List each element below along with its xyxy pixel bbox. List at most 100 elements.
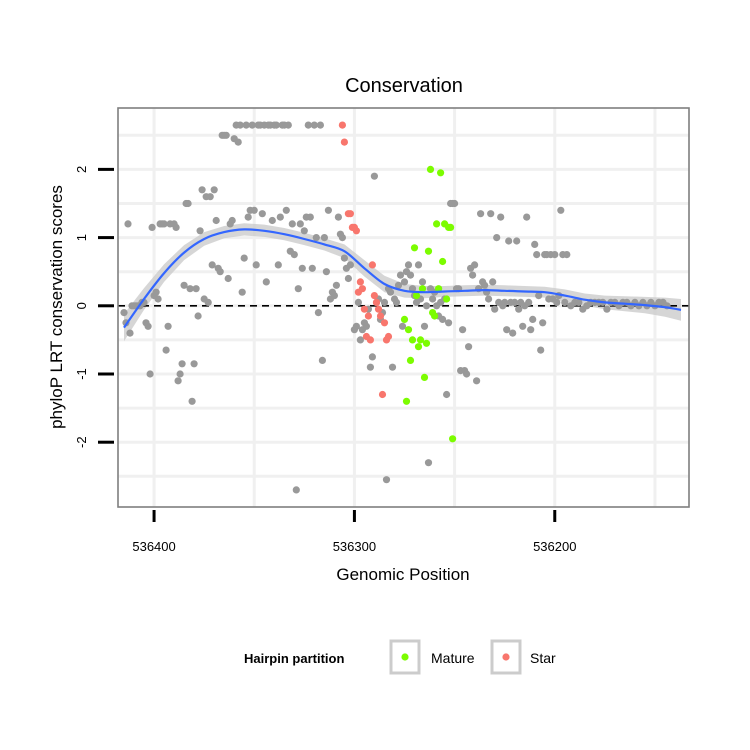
other-point (174, 377, 182, 385)
other-point (296, 220, 304, 228)
mature-point (416, 336, 425, 344)
legend-label-star: Star (530, 650, 556, 666)
other-point (481, 281, 489, 289)
other-point (531, 240, 539, 248)
other-point (276, 213, 284, 221)
other-point (603, 305, 611, 313)
other-point (324, 206, 332, 214)
other-point (386, 288, 395, 296)
other-point (312, 234, 320, 242)
star-point (368, 261, 376, 269)
other-point (274, 261, 282, 269)
other-point (316, 121, 324, 129)
star-point (360, 305, 368, 313)
mature-point (449, 435, 457, 443)
other-point (366, 363, 374, 371)
other-point (463, 370, 471, 378)
other-point (180, 281, 188, 289)
other-point (497, 213, 505, 221)
other-point (322, 268, 330, 276)
other-point (340, 254, 348, 262)
other-point (513, 237, 521, 245)
legend-label-mature: Mature (431, 650, 475, 666)
star-point (346, 210, 354, 218)
mature-point (443, 295, 451, 303)
gridlines (118, 108, 689, 507)
other-point (414, 261, 423, 269)
mature-point (410, 244, 419, 252)
other-point (216, 268, 224, 276)
other-point (491, 305, 499, 313)
other-point (162, 346, 170, 354)
other-point (477, 210, 485, 218)
other-point (196, 227, 204, 235)
other-point (489, 278, 497, 286)
other-point (262, 278, 270, 286)
legend-title: Hairpin partition (244, 651, 344, 666)
plot-panel (118, 108, 689, 507)
mature-point (447, 223, 455, 231)
other-point (368, 353, 376, 361)
star-point (356, 278, 364, 286)
y-tick-label: -2 (74, 436, 89, 448)
x-tick-label: 536400 (132, 539, 175, 554)
mature-point (426, 165, 435, 173)
other-point (487, 210, 495, 218)
other-point (176, 370, 184, 378)
star-point (338, 121, 346, 129)
other-point (362, 322, 370, 330)
other-point (537, 346, 545, 354)
other-point (396, 271, 405, 279)
other-point (284, 121, 292, 129)
other-point (236, 121, 244, 129)
other-point (242, 121, 250, 129)
other-point (422, 302, 431, 310)
star-point (384, 332, 393, 341)
star-point (376, 312, 385, 320)
other-point (290, 251, 298, 259)
other-point (208, 261, 216, 269)
other-point (198, 186, 206, 194)
mature-point (418, 285, 427, 293)
other-point (224, 274, 232, 283)
other-point (320, 234, 328, 242)
other-point (551, 251, 559, 259)
other-point (398, 322, 407, 330)
other-point (186, 285, 194, 293)
other-point (394, 281, 403, 289)
other-point (244, 213, 252, 221)
other-point (238, 288, 246, 296)
other-point (240, 254, 248, 262)
other-point (388, 363, 397, 371)
other-point (332, 281, 340, 289)
other-point (459, 326, 467, 334)
other-point (250, 206, 258, 214)
mature-point (406, 356, 415, 364)
y-tick-label: 1 (74, 234, 89, 241)
other-point (206, 193, 214, 201)
other-point (210, 186, 218, 194)
other-point (252, 261, 260, 269)
legend: Hairpin partition Mature Star (244, 639, 556, 675)
y-tick-label: 0 (74, 302, 89, 309)
mature-point (439, 257, 447, 266)
mature-point (408, 336, 417, 344)
other-point (334, 213, 342, 221)
other-point (248, 121, 256, 129)
other-point (563, 251, 571, 259)
y-axis-ticks: -2 -1 0 1 2 (74, 166, 114, 448)
data-points (120, 121, 671, 494)
star-point (378, 390, 387, 399)
x-tick-label: 536200 (533, 539, 576, 554)
other-point (308, 264, 316, 272)
legend-marker-star (502, 653, 510, 661)
other-point (294, 285, 302, 293)
other-point (473, 377, 481, 385)
star-point (372, 298, 381, 306)
other-point (330, 292, 338, 300)
other-point (420, 322, 429, 330)
other-point (561, 298, 569, 306)
other-point (234, 138, 242, 146)
chart-title: Conservation (345, 75, 463, 97)
